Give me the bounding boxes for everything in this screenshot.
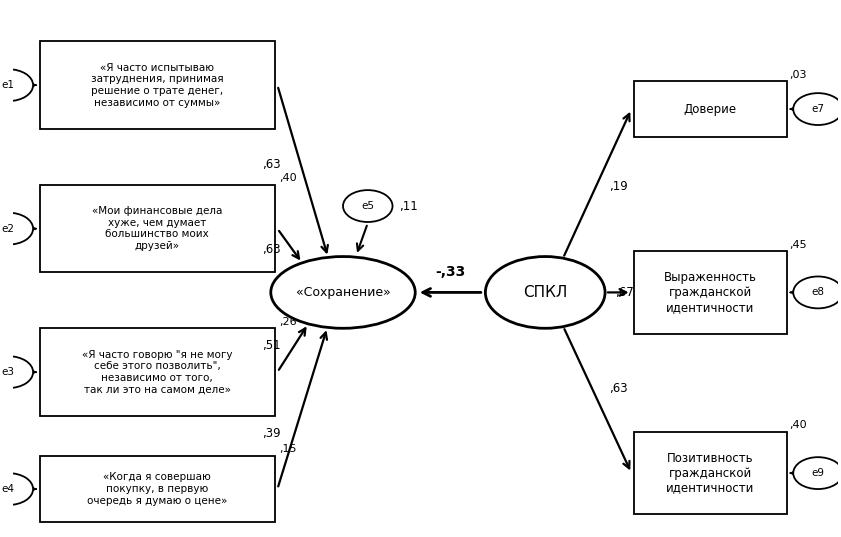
Text: ,19: ,19 bbox=[609, 179, 628, 193]
Text: «Когда я совершаю
покупку, в первую
очередь я думаю о цене»: «Когда я совершаю покупку, в первую очер… bbox=[87, 473, 227, 506]
Text: «Мои финансовые дела
хуже, чем думает
большинство моих
друзей»: «Мои финансовые дела хуже, чем думает бо… bbox=[93, 206, 223, 251]
Text: ,63: ,63 bbox=[609, 382, 628, 395]
Circle shape bbox=[0, 213, 33, 244]
Circle shape bbox=[0, 356, 33, 388]
FancyBboxPatch shape bbox=[40, 456, 275, 523]
FancyBboxPatch shape bbox=[634, 81, 786, 137]
Text: ,51: ,51 bbox=[262, 339, 281, 352]
Text: ,15: ,15 bbox=[279, 444, 297, 454]
Text: e9: e9 bbox=[812, 468, 824, 478]
Text: ,39: ,39 bbox=[262, 427, 281, 440]
Text: -,33: -,33 bbox=[435, 265, 465, 279]
Text: Доверие: Доверие bbox=[684, 103, 737, 115]
Text: ,45: ,45 bbox=[789, 240, 807, 250]
FancyBboxPatch shape bbox=[40, 41, 275, 129]
Circle shape bbox=[0, 473, 33, 505]
Text: «Сохранение»: «Сохранение» bbox=[296, 286, 390, 299]
Text: e3: e3 bbox=[2, 367, 15, 377]
Text: ,63: ,63 bbox=[262, 158, 281, 171]
FancyBboxPatch shape bbox=[634, 432, 786, 514]
Text: ,40: ,40 bbox=[279, 173, 297, 183]
Circle shape bbox=[0, 69, 33, 101]
Text: e7: e7 bbox=[812, 104, 824, 114]
Circle shape bbox=[793, 457, 841, 489]
Text: СПКЛ: СПКЛ bbox=[523, 285, 568, 300]
Text: «Я часто испытываю
затруднения, принимая
решение о трате денег,
независимо от су: «Я часто испытываю затруднения, принимая… bbox=[91, 63, 224, 107]
Text: ,11: ,11 bbox=[399, 200, 418, 213]
Circle shape bbox=[793, 277, 841, 308]
Text: ,26: ,26 bbox=[279, 317, 297, 326]
Text: e4: e4 bbox=[2, 484, 15, 494]
Text: «Я часто говорю "я не могу
себе этого позволить",
независимо от того,
так ли это: «Я часто говорю "я не могу себе этого по… bbox=[82, 350, 233, 395]
Text: Позитивность
гражданской
идентичности: Позитивность гражданской идентичности bbox=[666, 452, 754, 495]
Text: ,03: ,03 bbox=[789, 70, 807, 79]
Circle shape bbox=[793, 93, 841, 125]
Text: ,40: ,40 bbox=[789, 420, 807, 430]
FancyBboxPatch shape bbox=[40, 185, 275, 272]
Text: e8: e8 bbox=[812, 287, 824, 297]
Ellipse shape bbox=[485, 257, 605, 328]
Text: ,63: ,63 bbox=[262, 243, 281, 256]
Text: e5: e5 bbox=[362, 201, 374, 211]
Text: e1: e1 bbox=[2, 80, 15, 90]
Text: e2: e2 bbox=[2, 223, 15, 234]
Text: Выраженность
гражданской
идентичности: Выраженность гражданской идентичности bbox=[664, 271, 757, 314]
Ellipse shape bbox=[271, 257, 415, 328]
Text: ,67: ,67 bbox=[615, 286, 634, 299]
Circle shape bbox=[343, 190, 393, 222]
FancyBboxPatch shape bbox=[40, 328, 275, 416]
FancyBboxPatch shape bbox=[634, 251, 786, 333]
